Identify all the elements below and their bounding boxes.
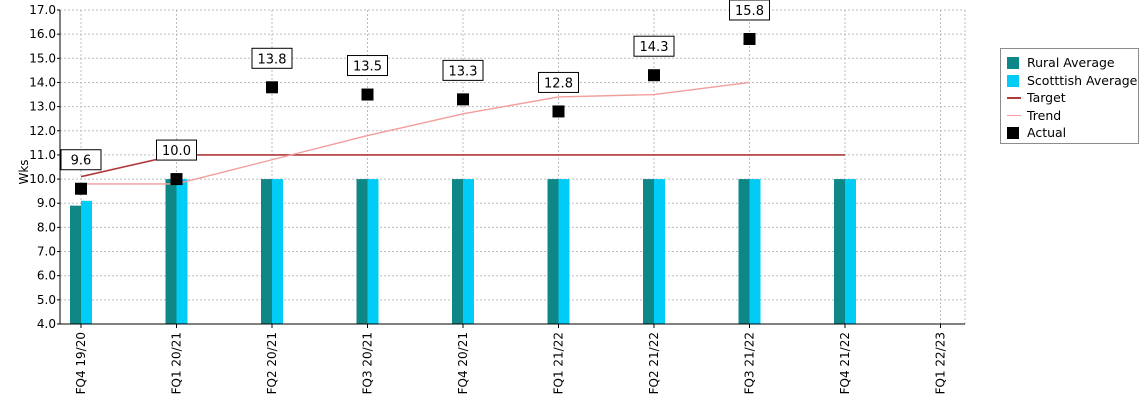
legend-swatch [1007,97,1021,99]
x-tick-label: FQ1 20/21 [170,332,184,394]
y-tick-label: 11.0 [29,148,56,162]
x-tick-label: FQ1 21/22 [552,332,566,394]
data-label: 13.5 [353,60,382,75]
data-label-box [347,55,388,77]
data-label: 9.6 [71,154,92,169]
bar-scottish-average [272,179,283,324]
bars [70,179,856,324]
y-tick-label: 8.0 [37,220,56,234]
y-tick-label: 14.0 [29,75,56,89]
bar-rural-average [547,179,559,324]
legend-label: Target [1027,90,1066,105]
y-tick-label: 16.0 [29,27,56,41]
actual-point [361,88,374,101]
data-label-box [251,47,293,69]
x-tick-label: FQ2 21/22 [647,332,661,394]
y-axis-label: Wks [17,159,31,184]
data-label-box [442,59,484,81]
data-label-box [156,139,197,161]
data-label: 10.0 [162,144,191,159]
bar-rural-average [70,205,81,324]
legend-label: Rural Average [1027,55,1115,70]
data-label: 12.8 [544,76,573,91]
y-tick-label: 6.0 [37,269,56,283]
data-label-box [60,149,102,171]
bar-scottish-average [367,179,379,324]
bar-scottish-average [463,179,474,324]
actual-point [75,182,87,195]
gridlines [60,9,966,324]
actual-points [75,32,756,195]
bar-scottish-average [654,179,665,324]
legend-label: Scotttish Average [1027,72,1138,88]
legend-swatch [1007,127,1019,139]
actual-point [552,105,565,118]
x-tick-label: FQ4 21/22 [838,332,852,394]
bar-scottish-average [81,200,92,324]
y-tick-label: 5.0 [37,293,56,307]
axes: 4.0 5.0 6.0 7.0 8.0 9.0 10.0 11.0 12.0 13.0 14.0 15… [29,3,965,394]
data-label-box [633,35,675,57]
x-tick-label: FQ2 20/21 [265,332,279,394]
y-tick-label: 4.0 [37,317,56,331]
x-tick-label: FQ4 19/20 [74,332,88,394]
y-tick-label: 10.0 [29,172,56,186]
actual-point [457,93,469,106]
bar-rural-average [738,179,750,324]
target-line [80,154,845,178]
bar-scottish-average [845,179,856,324]
y-tick-label: 13.0 [29,100,56,114]
bar-scottish-average [749,179,761,324]
legend-label: Trend [1027,107,1062,123]
bar-rural-average [834,179,845,324]
data-label-box [729,0,770,21]
bar-rural-average [452,179,463,324]
x-tick-label: FQ3 20/21 [361,332,375,394]
actual-point [170,173,183,186]
data-label-box [538,71,579,93]
bar-rural-average [356,179,368,324]
y-tick-label: 15.0 [29,51,56,65]
y-tick-label: 7.0 [37,245,56,259]
legend-label: Actual [1027,125,1067,140]
data-label: 14.3 [640,40,669,55]
trend-line [81,81,750,185]
y-tick-label: 9.0 [37,196,56,210]
y-tick-label: 12.0 [29,124,56,138]
x-tick-label: FQ1 22/23 [934,332,948,394]
bar-rural-average [643,179,654,324]
actual-point [743,32,756,45]
bar-rural-average [165,179,177,324]
data-label: 15.8 [735,4,764,19]
y-tick-label: 17.0 [29,3,56,17]
data-labels: 9.6 10.0 13.8 13.5 13.3 12.8 14.3 15.8 [60,0,770,171]
bar-rural-average [261,179,272,324]
bar-scottish-average [558,179,570,324]
data-label: 13.8 [258,52,287,67]
chart: 4.0 5.0 6.0 7.0 8.0 9.0 10.0 11.0 12.0 13.0 14.0 15… [17,0,966,394]
x-tick-label: FQ3 21/22 [743,332,757,394]
x-tick-label: FQ4 20/21 [456,332,470,394]
lines [80,81,845,185]
legend-swatch [1007,57,1019,69]
legend-swatch [1007,114,1021,116]
legend: Rural Average Scotttish Average Target Tren… [1000,48,1139,144]
bar-scottish-average [176,179,188,324]
actual-point [266,81,278,94]
actual-point [648,69,660,82]
legend-swatch [1007,74,1019,87]
data-label: 13.3 [449,64,478,79]
